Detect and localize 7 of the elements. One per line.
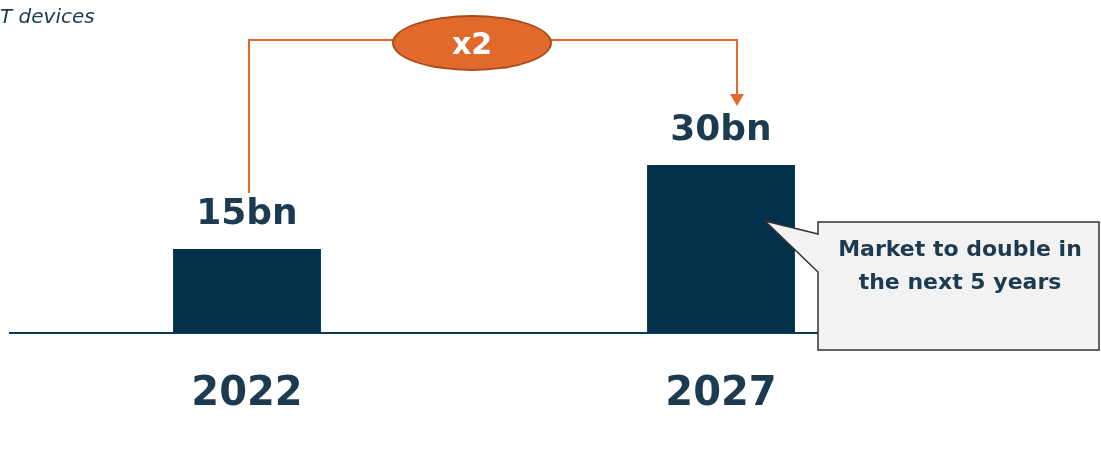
x-tick-label: 2022 [191, 368, 303, 415]
chart-title: T devices [0, 4, 95, 28]
x-tick-label: 2027 [665, 368, 777, 415]
data-label: 30bn [670, 107, 772, 149]
data-label: 15bn [196, 191, 298, 233]
annotation: Market to double in the next 5 years [837, 235, 1083, 296]
oval-badge: x2 [392, 15, 552, 71]
